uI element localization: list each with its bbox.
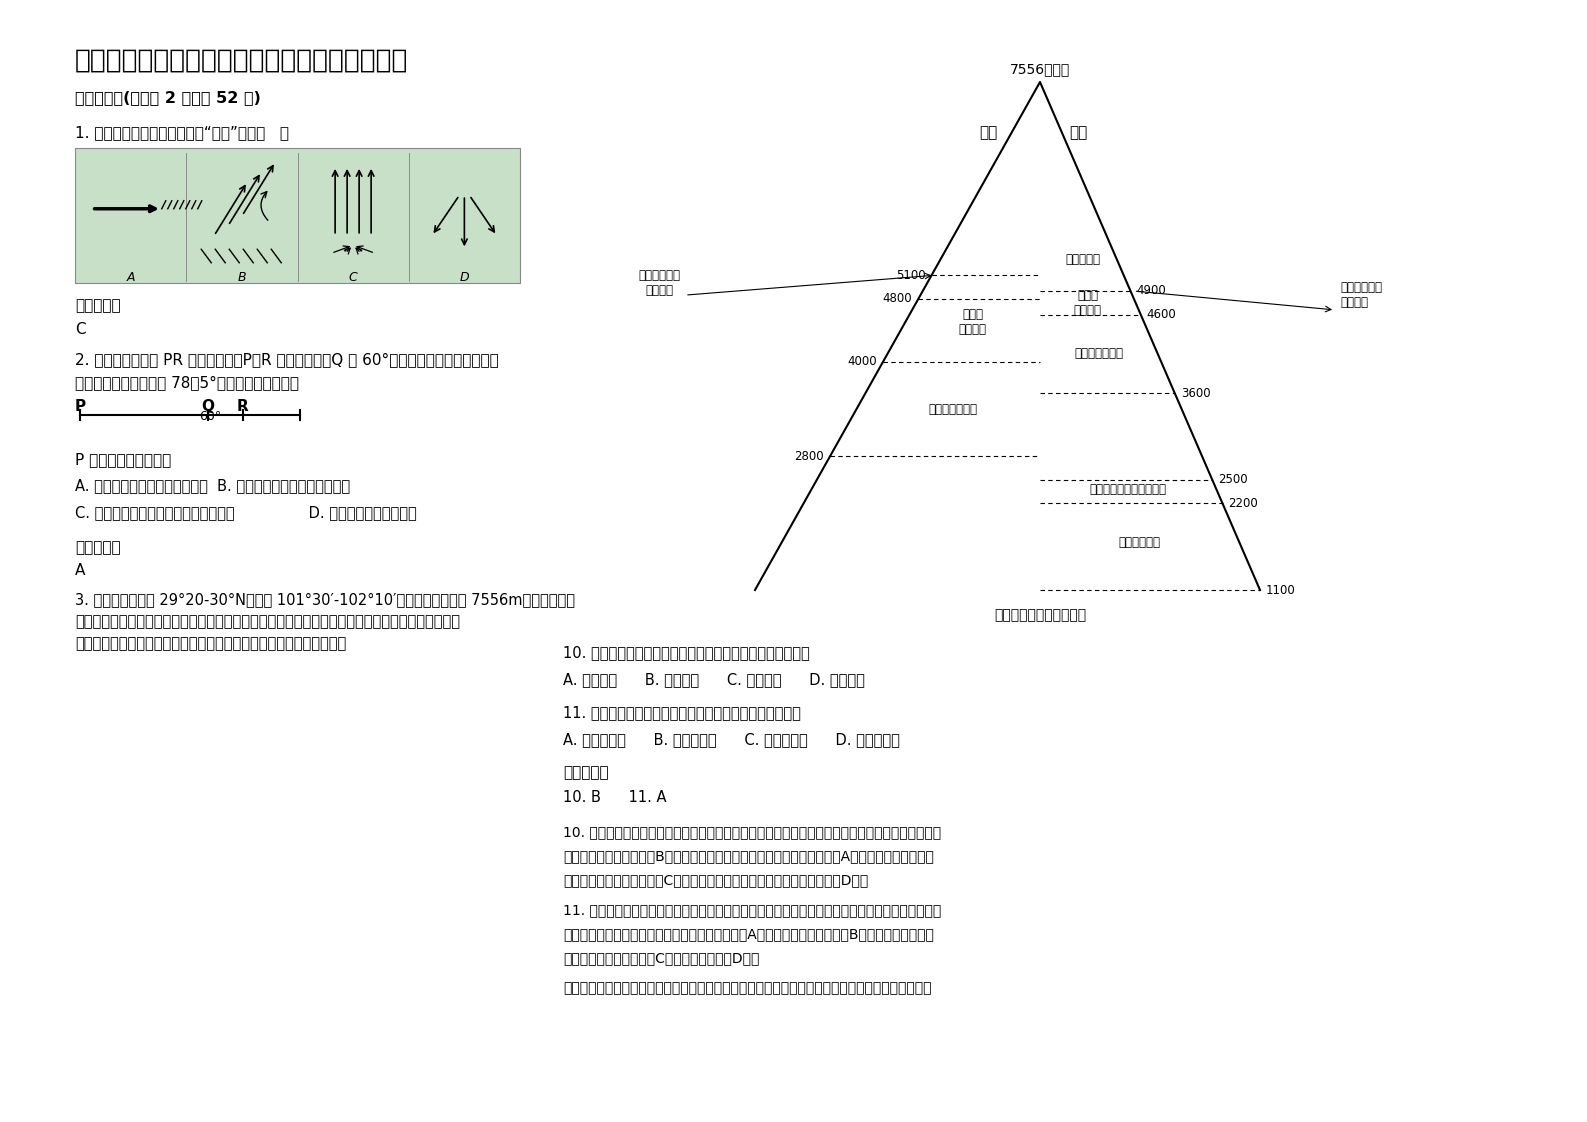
Text: 东坡: 东坡 xyxy=(1070,125,1087,140)
Text: 11. 与东坡相比，西坡属于青藏高原的一部分，受夏季风影响小，晴天多，相同海拔处，气温较高。: 11. 与东坡相比，西坡属于青藏高原的一部分，受夏季风影响小，晴天多，相同海拔处… xyxy=(563,903,941,917)
Text: 1100: 1100 xyxy=(1266,583,1295,597)
Text: 10. B      11. A: 10. B 11. A xyxy=(563,790,667,804)
Text: 亚高山针叶林带: 亚高山针叶林带 xyxy=(1074,348,1124,360)
Text: 10. 东坡地表破碎，系高山峡谷地貌。东坡山地针叶、阔叶混交林带分布面积较小的原因可能是坡度: 10. 东坡地表破碎，系高山峡谷地貌。东坡山地针叶、阔叶混交林带分布面积较小的原… xyxy=(563,825,941,839)
Text: 高山灌
丛草甸带: 高山灌 丛草甸带 xyxy=(1074,288,1101,316)
Text: C: C xyxy=(349,272,357,284)
Text: 参考答案：: 参考答案： xyxy=(75,298,121,313)
Text: 2200: 2200 xyxy=(1228,497,1258,509)
Text: A: A xyxy=(127,272,135,284)
Text: 3. 贡嘎山地区位于 29°20-30°N，东经 101°30′-102°10′之间，主峰海拔高 7556m，是青藏高原: 3. 贡嘎山地区位于 29°20-30°N，东经 101°30′-102°10′… xyxy=(75,592,574,607)
Text: P: P xyxy=(75,399,86,414)
Text: 2800: 2800 xyxy=(795,450,824,462)
Text: 生长，不是面积小的原因，C错。同侧林地光照相似，光照不是主要原因，D错。: 生长，不是面积小的原因，C错。同侧林地光照相似，光照不是主要原因，D错。 xyxy=(563,873,868,888)
Text: 东南缘横断山系的最高峰。东坡地表破碎，系高山峡谷地貌；西坡呈残山绵延的高原宽谷景观，属青: 东南缘横断山系的最高峰。东坡地表破碎，系高山峡谷地貌；西坡呈残山绵延的高原宽谷景… xyxy=(75,614,460,629)
Text: 4600: 4600 xyxy=(1147,309,1176,321)
Text: 年最大正午太阳高度为 78．5°，且日影朝南。回答: 年最大正午太阳高度为 78．5°，且日影朝南。回答 xyxy=(75,375,298,390)
Text: P 地沿岸的气候特征是: P 地沿岸的气候特征是 xyxy=(75,452,171,467)
Text: C: C xyxy=(75,322,86,337)
Text: 4800: 4800 xyxy=(882,293,913,305)
Text: 11. 与东坡相比，西坡亚高山针叶林带分布海拔高的原因是: 11. 与东坡相比，西坡亚高山针叶林带分布海拔高的原因是 xyxy=(563,705,801,720)
Text: 高山流石滩稀
疏植被带: 高山流石滩稀 疏植被带 xyxy=(1339,280,1382,309)
Text: 高山灌
丛草甸带: 高山灌 丛草甸带 xyxy=(959,309,987,337)
Text: 安徽省阜阳市新集中学高三地理期末试题含解析: 安徽省阜阳市新集中学高三地理期末试题含解析 xyxy=(75,48,408,74)
Text: A. 年平均温高      B. 年降水量多      C. 距离海洋近      D. 云雾天数多: A. 年平均温高 B. 年降水量多 C. 距离海洋近 D. 云雾天数多 xyxy=(563,732,900,747)
Text: 亚高山针叶林带: 亚高山针叶林带 xyxy=(928,403,978,415)
Text: 7556（米）: 7556（米） xyxy=(1009,62,1070,76)
Text: 5100: 5100 xyxy=(897,269,925,282)
Text: R: R xyxy=(236,399,249,414)
Text: D: D xyxy=(460,272,470,284)
Text: 4900: 4900 xyxy=(1136,285,1166,297)
Text: 2500: 2500 xyxy=(1219,473,1247,486)
Text: 亚高山针叶林带分布海拔高的原因是年平均温高，A对。西坡年降水量较少，B错。距离海洋远近差: 亚高山针叶林带分布海拔高的原因是年平均温高，A对。西坡年降水量较少，B错。距离海… xyxy=(563,927,933,941)
Text: A: A xyxy=(75,563,86,578)
Text: 参考答案：: 参考答案： xyxy=(563,765,609,780)
Text: 异不大，不是主要因素，C错。云雾天数少，D错。: 异不大，不是主要因素，C错。云雾天数少，D错。 xyxy=(563,951,759,965)
Text: 贡嘎山地区植被垂直带谱: 贡嘎山地区植被垂直带谱 xyxy=(993,608,1086,622)
Text: A. 降水较少      B. 坡度较大      C. 热量充足      D. 光照较少: A. 降水较少 B. 坡度较大 C. 热量充足 D. 光照较少 xyxy=(563,672,865,687)
Text: B: B xyxy=(238,272,246,284)
FancyBboxPatch shape xyxy=(75,148,521,283)
Text: 藏高原一部分。右图为贡嘎山地区植被垂直带谱，读图完成下面小题。: 藏高原一部分。右图为贡嘎山地区植被垂直带谱，读图完成下面小题。 xyxy=(75,636,346,651)
Text: 常绿阔叶林带: 常绿阔叶林带 xyxy=(1119,536,1160,550)
Text: 2. 有一条纬线穿过 PR 之间的大陆，P、R 以外是海洋，Q 是 60°经线与该纬线的交点，此地: 2. 有一条纬线穿过 PR 之间的大陆，P、R 以外是海洋，Q 是 60°经线与… xyxy=(75,352,498,367)
Text: 1. 下列各天气系统能表示台风“桑美”的是（   ）: 1. 下列各天气系统能表示台风“桑美”的是（ ） xyxy=(75,125,289,140)
Text: Q: Q xyxy=(202,399,214,414)
Text: 较大，不利于植被生长，B对。东坡是东南季风迎风坡，森林带降水较多，A错。热量充足利于森林: 较大，不利于植被生长，B对。东坡是东南季风迎风坡，森林带降水较多，A错。热量充足… xyxy=(563,849,933,863)
Text: C. 冬冷夏热，降水较少，气温年较差大                D. 全年高温，干湿季分明: C. 冬冷夏热，降水较少，气温年较差大 D. 全年高温，干湿季分明 xyxy=(75,505,417,519)
Text: 点睛：东坡地表破碎，系高山峡谷地貌。山体坡度较大，土壤层薄，不利于植被生长。同一侧山体，: 点睛：东坡地表破碎，系高山峡谷地貌。山体坡度较大，土壤层薄，不利于植被生长。同一… xyxy=(563,981,932,995)
Text: 3600: 3600 xyxy=(1181,387,1211,399)
Text: 60°: 60° xyxy=(198,410,221,423)
Text: 高山流石滩稀
疏植被带: 高山流石滩稀 疏植被带 xyxy=(638,269,679,297)
Text: 西坡: 西坡 xyxy=(979,125,997,140)
Text: 山地针叶、阔叶混交林带: 山地针叶、阔叶混交林带 xyxy=(1090,482,1166,496)
Text: 参考答案：: 参考答案： xyxy=(75,540,121,555)
Text: 永久冰雪带: 永久冰雪带 xyxy=(1065,254,1100,266)
Text: 4000: 4000 xyxy=(847,356,878,368)
Text: 一、选择题(每小题 2 分，共 52 分): 一、选择题(每小题 2 分，共 52 分) xyxy=(75,90,260,105)
Text: 10. 东坡山地针叶、阔叶混交林带分布面积较小的原因可能是: 10. 东坡山地针叶、阔叶混交林带分布面积较小的原因可能是 xyxy=(563,645,809,660)
Text: A. 冬季温和多雨，夏季炎热干燥  B. 终年温和湿润，气温年较差小: A. 冬季温和多雨，夏季炎热干燥 B. 终年温和湿润，气温年较差小 xyxy=(75,478,351,493)
